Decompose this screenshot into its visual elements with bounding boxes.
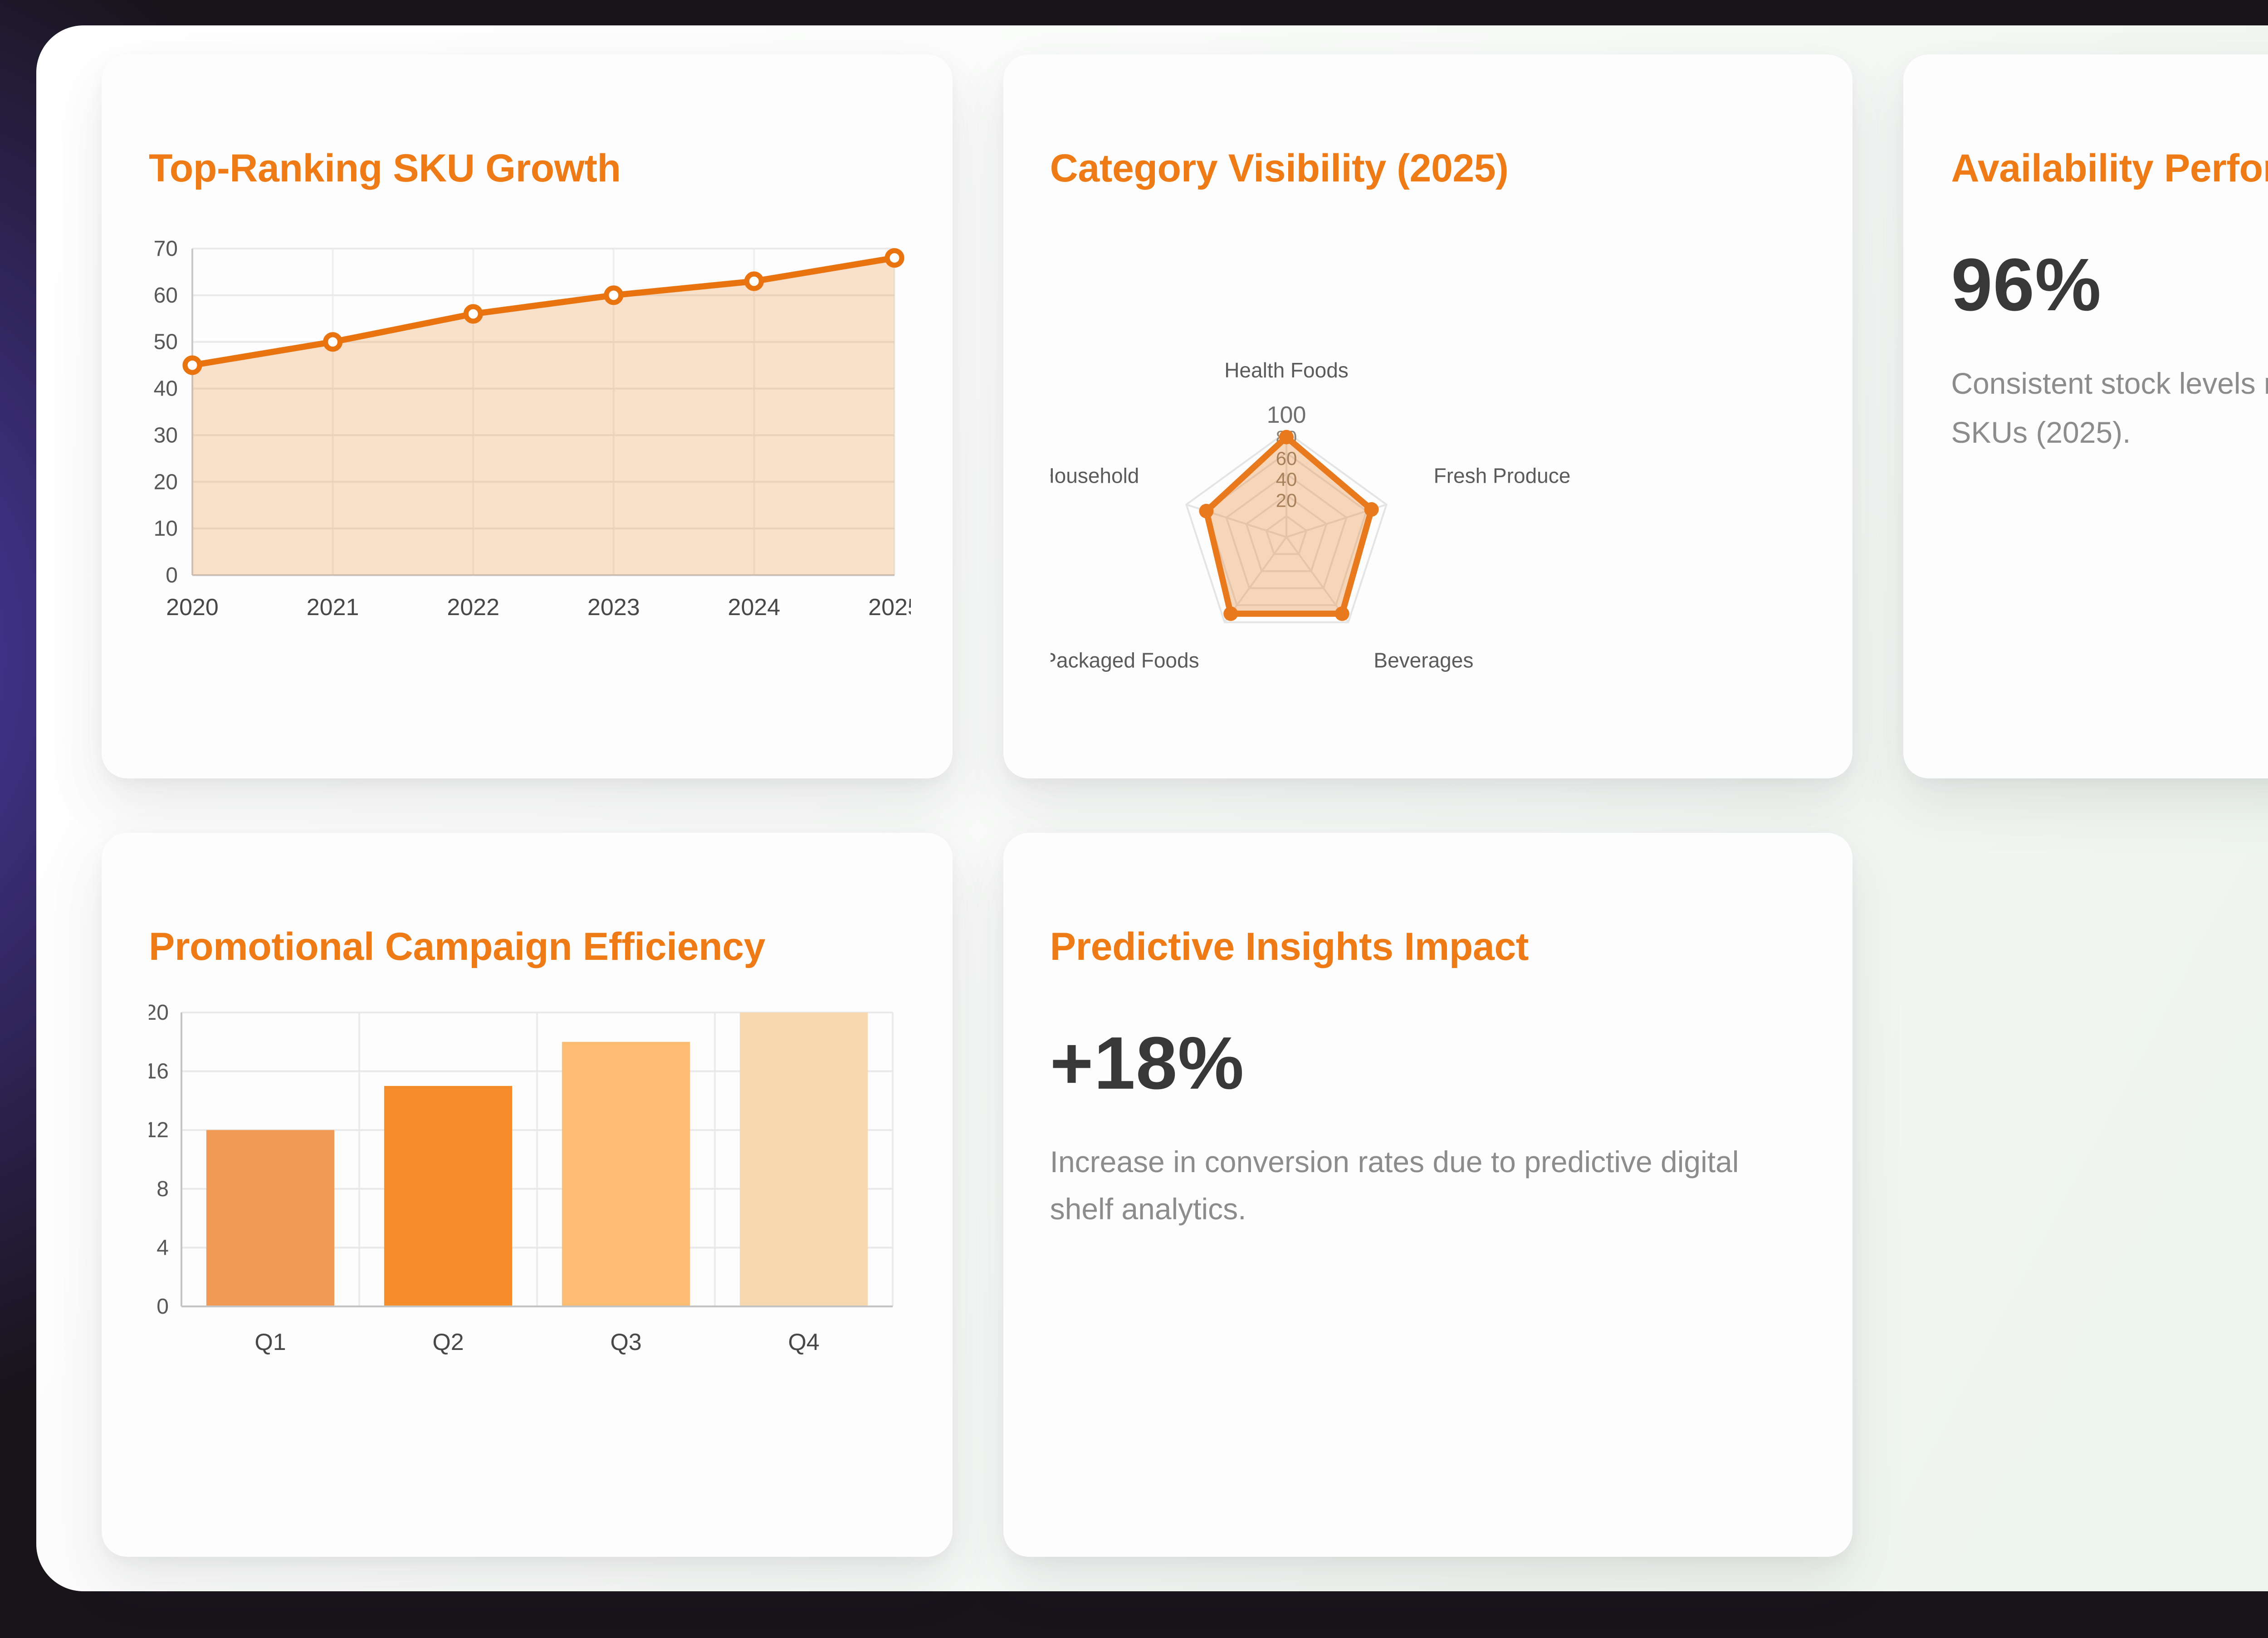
svg-text:2025: 2025 bbox=[868, 594, 911, 621]
predictive-description: Increase in conversion rates due to pred… bbox=[1050, 1146, 1739, 1227]
svg-text:Q2: Q2 bbox=[432, 1329, 464, 1355]
svg-text:0: 0 bbox=[156, 1294, 169, 1318]
svg-text:Q4: Q4 bbox=[788, 1329, 819, 1355]
svg-text:40: 40 bbox=[1275, 469, 1296, 490]
card-sku-growth: Top-Ranking SKU Growth 0 10 20 30 40 50 60 70 20… bbox=[102, 54, 952, 778]
svg-text:Health Foods: Health Foods bbox=[1224, 358, 1348, 382]
card-predictive-insights: Predictive Insights Impact +18% Increase… bbox=[1002, 832, 1853, 1556]
svg-text:100: 100 bbox=[1266, 402, 1305, 428]
svg-text:16: 16 bbox=[149, 1059, 169, 1083]
svg-text:20: 20 bbox=[1275, 489, 1296, 511]
dashboard-container: Top-Ranking SKU Growth 0 10 20 30 40 50 60 70 20… bbox=[36, 25, 2268, 1591]
availability-stat-value: 96% bbox=[1951, 243, 2102, 327]
svg-text:Beverages: Beverages bbox=[1373, 648, 1473, 672]
svg-text:2022: 2022 bbox=[447, 594, 499, 621]
svg-text:Q3: Q3 bbox=[610, 1329, 641, 1355]
promo-bar-chart: 0 4 8 12 16 20 Q1 Q2 Q3 Q4 bbox=[145, 994, 905, 1388]
card-title-sku-growth: Top-Ranking SKU Growth bbox=[149, 147, 621, 191]
svg-text:50: 50 bbox=[154, 330, 178, 354]
svg-text:2023: 2023 bbox=[587, 594, 640, 621]
svg-text:20: 20 bbox=[149, 1000, 169, 1024]
dashboard-grid: Top-Ranking SKU Growth 0 10 20 30 40 50 60 70 20… bbox=[102, 54, 2268, 1556]
svg-text:Fresh Produce: Fresh Produce bbox=[1433, 464, 1570, 487]
predictive-stat-value: +18% bbox=[1050, 1021, 1245, 1105]
card-title-availability: Availability Performance bbox=[1951, 147, 2268, 191]
availability-description: Consistent stock levels maintained for h… bbox=[1951, 368, 2268, 450]
svg-text:70: 70 bbox=[154, 237, 178, 261]
card-title-category-visibility: Category Visibility (2025) bbox=[1050, 147, 1509, 191]
card-promo-efficiency: Promotional Campaign Efficiency 0 4 8 12 16 2… bbox=[102, 832, 952, 1556]
svg-text:12: 12 bbox=[149, 1118, 169, 1142]
sku-growth-line-chart: 0 10 20 30 40 50 60 70 2020 2021 2022 2023 2024 2025 bbox=[149, 227, 921, 650]
svg-text:2021: 2021 bbox=[307, 594, 359, 621]
card-availability-performance: Availability Performance 96% Consistent … bbox=[1904, 54, 2268, 778]
svg-text:8: 8 bbox=[156, 1177, 169, 1201]
svg-text:2020: 2020 bbox=[166, 594, 219, 621]
svg-text:Household: Household bbox=[1050, 464, 1139, 487]
svg-text:30: 30 bbox=[154, 423, 178, 447]
svg-text:4: 4 bbox=[156, 1235, 169, 1259]
card-category-visibility: Category Visibility (2025) 20406080100He… bbox=[1002, 54, 1853, 778]
svg-text:60: 60 bbox=[154, 283, 178, 307]
svg-text:2024: 2024 bbox=[728, 594, 781, 621]
svg-text:0: 0 bbox=[166, 563, 178, 587]
svg-text:Packaged Foods: Packaged Foods bbox=[1050, 648, 1199, 672]
svg-text:Q1: Q1 bbox=[254, 1329, 286, 1355]
svg-text:20: 20 bbox=[154, 470, 178, 494]
svg-text:40: 40 bbox=[154, 376, 178, 401]
card-title-predictive: Predictive Insights Impact bbox=[1050, 925, 1529, 969]
svg-text:10: 10 bbox=[154, 517, 178, 541]
card-title-promo: Promotional Campaign Efficiency bbox=[149, 925, 766, 969]
svg-text:60: 60 bbox=[1275, 447, 1296, 469]
